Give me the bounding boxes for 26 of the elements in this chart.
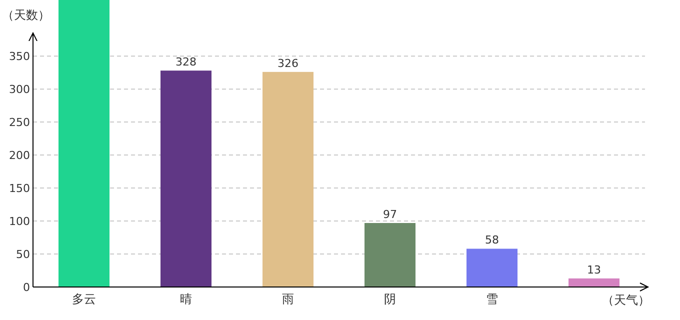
x-tick-label: 多云 (72, 292, 96, 306)
data-label: 13 (587, 263, 601, 276)
bar (364, 223, 416, 287)
bar (160, 70, 212, 287)
y-tick-label: 300 (9, 83, 30, 96)
y-tick-label: 100 (9, 215, 30, 228)
data-label: 326 (278, 56, 298, 70)
x-axis-title: （天气） (602, 293, 650, 307)
x-tick-label: 阴 (384, 292, 396, 306)
y-tick-label: 0 (23, 281, 30, 294)
data-label: 58 (485, 234, 499, 247)
y-tick-label: 200 (9, 149, 30, 162)
bar (466, 248, 518, 287)
y-tick-label: 50 (16, 248, 30, 262)
bar (58, 0, 110, 287)
bar (262, 72, 314, 287)
x-tick-label: 雨 (282, 292, 294, 306)
y-tick-label: 350 (9, 50, 30, 64)
data-label: 97 (383, 208, 397, 221)
y-axis-title: （天数） (2, 8, 50, 22)
x-tick-label: 晴 (180, 292, 192, 306)
y-tick-label: 150 (9, 182, 30, 196)
bar (568, 278, 620, 287)
data-label: 328 (176, 56, 196, 69)
y-tick-label: 250 (9, 116, 30, 130)
x-tick-label: 雪 (486, 292, 498, 306)
